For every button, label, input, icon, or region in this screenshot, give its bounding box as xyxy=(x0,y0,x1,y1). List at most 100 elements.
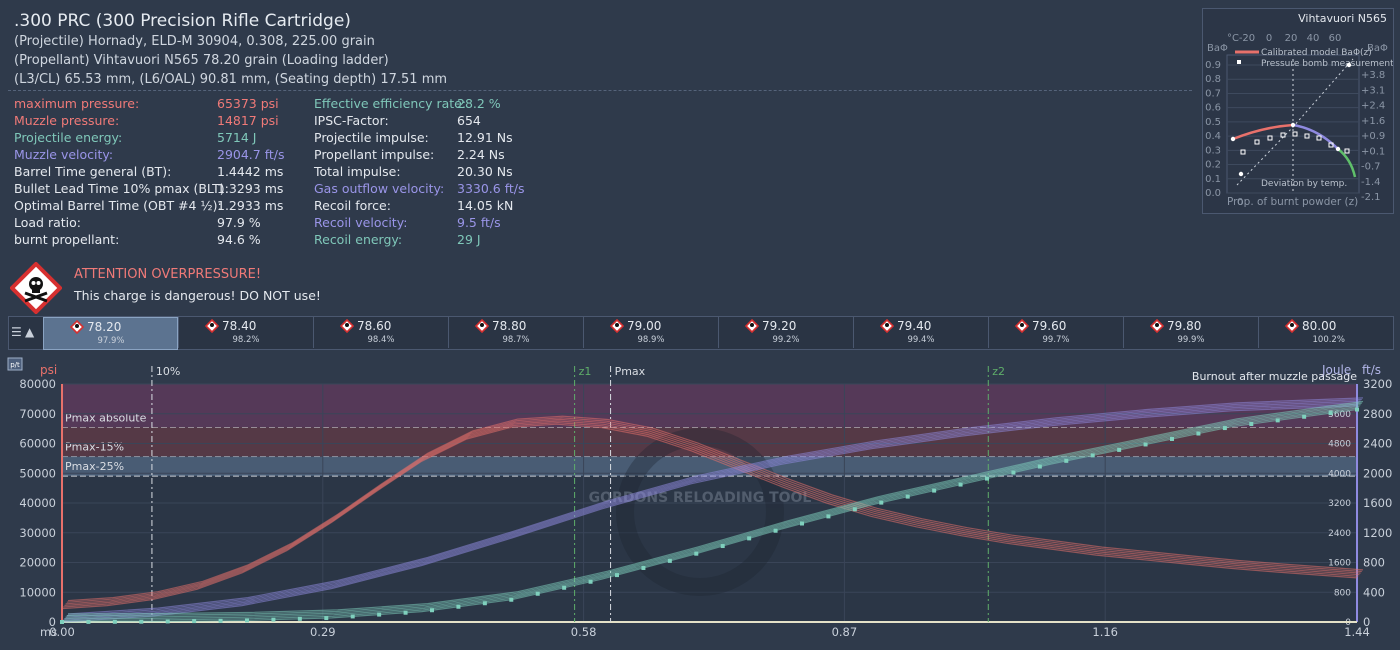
stat-label: Gas outflow velocity: xyxy=(314,181,445,196)
ladder-load-ratio: 99.2% xyxy=(772,335,800,345)
inset-left-tick: 0.0 xyxy=(1205,188,1221,199)
ladder-load-ratio: 100.2% xyxy=(1312,335,1345,345)
series-line xyxy=(64,420,1360,606)
energy-point xyxy=(588,579,593,584)
stat-label: Recoil energy: xyxy=(314,232,403,247)
stat-value: 9.5 ft/s xyxy=(457,215,501,230)
stat-value: 1.3293 ms xyxy=(217,181,284,196)
overpressure-icon xyxy=(880,319,894,333)
energy-point xyxy=(297,616,302,621)
energy-point xyxy=(60,620,64,624)
marker-label: z2 xyxy=(992,365,1005,378)
energy-point xyxy=(403,610,408,615)
inset-calibration-point xyxy=(1335,146,1341,152)
loading-ladder[interactable]: ☰ ▲ 78.20 97.9% 78.40 98.2% 78.60 98.4% 78.80 9… xyxy=(8,316,1394,350)
dimensions-line: (L3/CL) 65.53 mm, (L6/OAL) 90.81 mm, (Se… xyxy=(14,72,448,87)
ladder-controls[interactable]: ☰ ▲ xyxy=(9,317,43,349)
series-line xyxy=(66,398,1362,617)
pressure-tick: 10000 xyxy=(19,585,56,599)
ladder-step[interactable]: 79.20 99.2% xyxy=(718,317,852,348)
stat-label: Projectile impulse: xyxy=(314,130,429,145)
series-line xyxy=(65,418,1361,605)
stat-value: 97.9 % xyxy=(217,215,261,230)
velocity-tick: 2400 xyxy=(1363,437,1392,451)
marker-label: 10% xyxy=(156,365,180,378)
energy-point xyxy=(615,573,619,578)
overpressure-icon xyxy=(475,319,489,333)
ladder-load-ratio: 99.9% xyxy=(1177,335,1205,345)
energy-point xyxy=(1328,411,1333,416)
inset-top-tick: 0 xyxy=(1266,33,1272,44)
ladder-step[interactable]: 79.60 99.7% xyxy=(988,317,1122,348)
series-line xyxy=(63,403,1359,621)
overpressure-icon xyxy=(340,319,354,333)
time-tick: 0.87 xyxy=(832,625,858,639)
pressure-tick: 30000 xyxy=(19,526,56,540)
ladder-load-ratio: 98.7% xyxy=(502,335,530,345)
stat-value: 1.4442 ms xyxy=(217,164,284,179)
energy-point xyxy=(377,612,382,617)
energy-point xyxy=(1090,453,1095,458)
cartridge-title: .300 PRC (300 Precision Rifle Cartridge) xyxy=(14,11,351,31)
energy-tick: 2400 xyxy=(1328,529,1351,539)
ladder-collapse-icon[interactable]: ▲ xyxy=(25,325,35,339)
inset-right-tick: -1.4 xyxy=(1361,177,1381,188)
time-tick: 1.44 xyxy=(1344,625,1370,639)
pressure-band-label: Pmax-25% xyxy=(65,460,124,473)
energy-point xyxy=(509,597,514,602)
pressure-tick: 70000 xyxy=(19,407,56,421)
stat-label: Load ratio: xyxy=(14,215,81,230)
energy-point xyxy=(1011,470,1016,475)
ladder-step[interactable]: 80.00 100.2% xyxy=(1258,317,1392,348)
series-line xyxy=(65,400,1361,618)
ladder-step[interactable]: 78.60 98.4% xyxy=(313,317,447,348)
ladder-step[interactable]: 78.40 98.2% xyxy=(178,317,312,348)
pressure-band xyxy=(62,384,1357,428)
energy-point xyxy=(667,558,672,563)
series-line xyxy=(61,423,1358,610)
velocity-tick: 800 xyxy=(1363,556,1385,570)
inset-left-tick: 0.4 xyxy=(1205,131,1221,142)
series-line xyxy=(64,405,1360,620)
stat-value: 65373 psi xyxy=(217,96,279,111)
time-tick: 1.16 xyxy=(1092,625,1118,639)
energy-tick: 1600 xyxy=(1328,559,1351,569)
ladder-step[interactable]: 79.80 99.9% xyxy=(1123,317,1257,348)
energy-point xyxy=(86,619,91,624)
inset-top-tick: 20 xyxy=(1285,33,1298,44)
energy-point xyxy=(641,565,646,570)
stat-label: burnt propellant: xyxy=(14,232,120,247)
pressure-unit: psi xyxy=(40,363,57,377)
inset-right-tick: -2.1 xyxy=(1361,192,1381,203)
energy-point xyxy=(218,618,223,623)
pressure-tick: 60000 xyxy=(19,437,56,451)
powder-model-panel: Vihtavuori N565 0.9 0.8 0.7 0.6 0.5 0.4 0.3 0.2… xyxy=(1202,8,1394,214)
ladder-menu-icon[interactable]: ☰ xyxy=(11,325,22,339)
energy-point xyxy=(562,585,567,590)
stat-value: 94.6 % xyxy=(217,232,261,247)
pressure-time-chart: Pmax absolutePmax-15%Pmax-25%80000700006… xyxy=(7,357,1392,639)
energy-point xyxy=(535,591,540,596)
energy-point xyxy=(905,494,910,499)
ladder-step[interactable]: 78.80 98.7% xyxy=(448,317,582,348)
ladder-step[interactable]: 79.00 98.9% xyxy=(583,317,717,348)
pressure-band-label: Pmax-15% xyxy=(65,441,124,454)
inset-left-tick: 0.1 xyxy=(1205,174,1221,185)
powder-model-chart: 0.9 0.8 0.7 0.6 0.5 0.4 0.3 0.2 0.1 0.0 +3.8 +3.1 +2… xyxy=(1205,33,1393,208)
energy-point xyxy=(773,528,778,533)
ladder-charge: 80.00 xyxy=(1302,319,1337,333)
energy-tick: 4000 xyxy=(1328,469,1351,479)
stat-label: Propellant impulse: xyxy=(314,147,435,162)
inset-bomb-point xyxy=(1254,139,1260,145)
inset-left-tick: 0.7 xyxy=(1205,88,1221,99)
inset-curve-purple xyxy=(1292,123,1339,150)
velocity-tick: 3200 xyxy=(1363,377,1392,391)
ladder-step[interactable]: 78.20 97.9% xyxy=(43,317,178,350)
inset-right-tick: +3.8 xyxy=(1361,70,1385,81)
energy-unit: Joule xyxy=(1321,363,1351,377)
energy-point xyxy=(271,617,276,622)
pt-toggle-button[interactable]: p/t xyxy=(7,357,23,371)
inset-bomb-point xyxy=(1304,133,1310,139)
header-separator xyxy=(8,90,1192,91)
ladder-step[interactable]: 79.40 99.4% xyxy=(853,317,987,348)
